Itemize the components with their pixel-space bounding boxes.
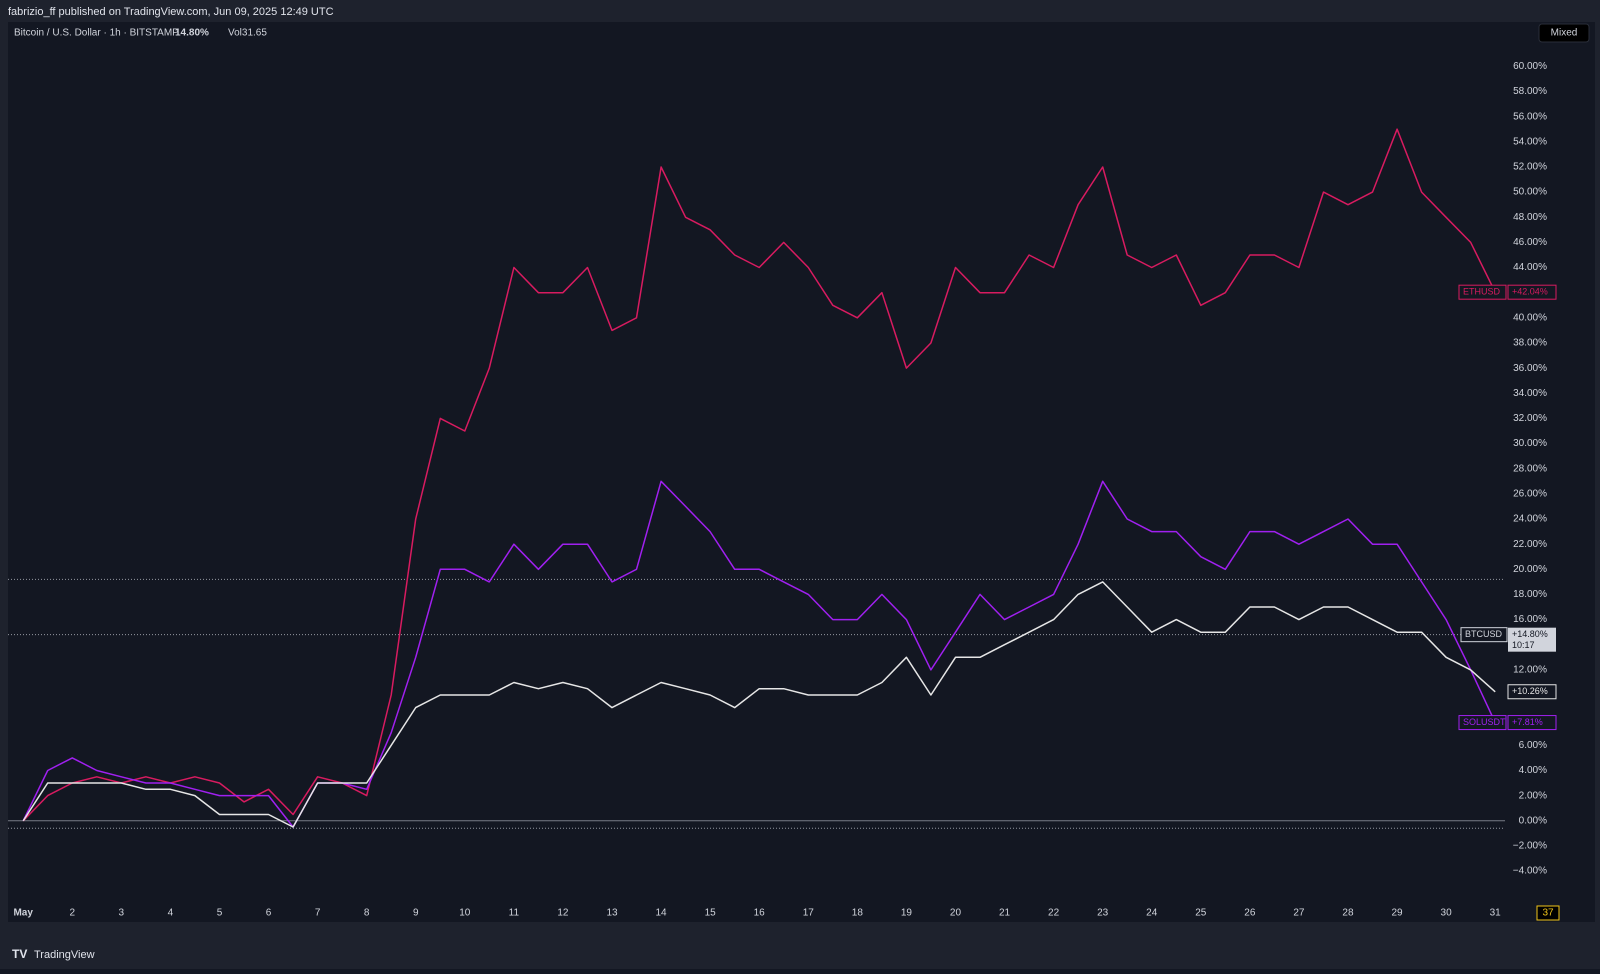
x-tick-label: 22 [1048,908,1060,919]
y-tick-label: −2.00% [1513,841,1547,852]
y-tick-label: 40.00% [1513,312,1547,323]
y-tick-label: 52.00% [1513,162,1547,173]
x-tick-label: 13 [606,908,618,919]
x-tick-label: 31 [1490,908,1502,919]
y-tick-label: 48.00% [1513,212,1547,223]
x-tick-label: 25 [1195,908,1207,919]
y-tick-label: 0.00% [1519,815,1547,826]
x-tick-label: 23 [1097,908,1109,919]
x-tick-label: 26 [1244,908,1256,919]
y-tick-label: 54.00% [1513,136,1547,147]
y-tick-label: −4.00% [1513,866,1547,877]
x-tick-label: 14 [656,908,668,919]
x-tick-label: 2 [69,908,75,919]
y-tick-label: 32.00% [1513,413,1547,424]
x-tick-label: 15 [705,908,717,919]
x-tick-label: 20 [950,908,962,919]
x-tick-label: 5 [217,908,223,919]
mixed-button[interactable] [1538,23,1590,43]
series-name: SOLUSDT [1463,717,1506,727]
x-tick-label: 10 [459,908,471,919]
last-value-tag [1507,684,1557,700]
y-tick-label: 12.00% [1513,665,1547,676]
series-name-tag [1458,284,1507,300]
price-tag-countdown: 10:17 [1512,640,1535,650]
y-tick-label: 50.00% [1513,187,1547,198]
x-tick-label: 12 [557,908,569,919]
y-tick-label: 60.00% [1513,61,1547,72]
price-tag-name-box [1460,627,1508,643]
logo-mark: TV [12,947,27,961]
x-tick-label: 16 [754,908,766,919]
footer-brand: TradingView [34,949,95,961]
y-tick-label: 36.00% [1513,363,1547,374]
y-tick-label: 44.00% [1513,262,1547,273]
y-tick-label: 22.00% [1513,539,1547,550]
y-tick-label: 4.00% [1519,765,1547,776]
y-tick-label: 38.00% [1513,338,1547,349]
x-tick-label: 9 [413,908,419,919]
y-tick-label: 18.00% [1513,589,1547,600]
x-tick-label: 7 [315,908,321,919]
mixed-button-label[interactable]: Mixed [1551,28,1578,39]
y-tick-label: 34.00% [1513,388,1547,399]
x-tick-label: 28 [1342,908,1354,919]
last-value-label: +10.26% [1512,686,1548,696]
x-tick-label: 11 [509,908,520,919]
x-tick-label: 24 [1146,908,1158,919]
x-tick-label: May [13,908,33,919]
y-tick-label: 26.00% [1513,489,1547,500]
y-tick-label: 28.00% [1513,463,1547,474]
badge-label: 37 [1542,908,1554,919]
price-tag-name: BTCUSD [1465,629,1503,639]
x-tick-label: 21 [999,908,1011,919]
title-change: 14.80% [175,28,209,39]
series-line [22,581,1496,828]
plot-area [8,22,1505,922]
x-tick-label: 30 [1441,908,1453,919]
series-line [22,128,1496,822]
publisher: fabrizio_ff published on TradingView.com… [8,6,334,18]
y-axis-area [1505,22,1595,922]
x-tick-label: 18 [852,908,864,919]
x-tick-label: 4 [168,908,174,919]
volume: Vol31.65 [228,28,267,39]
series-line [22,480,1496,828]
x-tick-label: 8 [364,908,370,919]
y-tick-label: 2.00% [1519,790,1547,801]
chart-title: Bitcoin / U.S. Dollar · 1h · BITSTAMP [14,28,179,39]
price-tag-box [1508,627,1556,652]
x-tick-label: 27 [1293,908,1305,919]
last-value-tag [1507,284,1557,300]
x-tick-label: 29 [1391,908,1403,919]
y-tick-label: 24.00% [1513,514,1547,525]
y-tick-label: 56.00% [1513,111,1547,122]
badge [1536,905,1560,921]
last-value-label: +7.81% [1512,717,1543,727]
y-tick-label: 30.00% [1513,438,1547,449]
last-value-label: +42.04% [1512,287,1548,297]
x-tick-label: 6 [266,908,272,919]
y-tick-label: 16.00% [1513,614,1547,625]
x-tick-label: 3 [119,908,125,919]
y-tick-label: 46.00% [1513,237,1547,248]
last-value-tag [1507,715,1557,731]
series-name: ETHUSD [1463,287,1501,297]
y-tick-label: 6.00% [1519,740,1547,751]
x-tick-label: 19 [901,908,913,919]
x-tick-label: 17 [803,908,815,919]
series-name-tag [1458,715,1507,731]
price-tag-label: +14.80% [1512,629,1548,639]
y-tick-label: 58.00% [1513,86,1547,97]
y-tick-label: 20.00% [1513,564,1547,575]
